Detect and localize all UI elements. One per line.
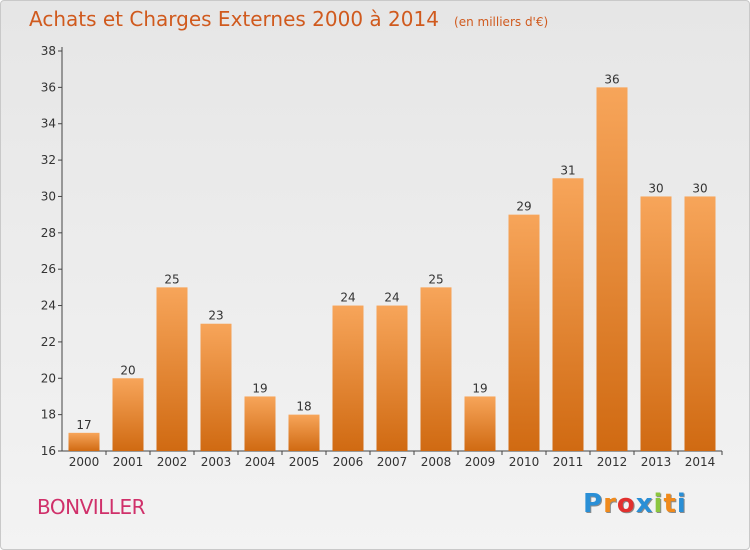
bar-2014 — [684, 196, 716, 451]
bar-2013 — [640, 196, 672, 451]
bar-2001 — [112, 378, 144, 451]
x-tick-label-2012: 2012 — [597, 455, 628, 469]
y-tick-label: 30 — [41, 189, 56, 203]
bar-2011 — [552, 178, 584, 452]
y-tick-label: 34 — [41, 117, 56, 131]
title-row: Achats et Charges Externes 2000 à 2014 (… — [29, 7, 548, 31]
value-label-2012: 36 — [604, 72, 619, 86]
y-tick-label: 36 — [41, 80, 56, 94]
x-tick-label-2009: 2009 — [465, 455, 496, 469]
y-tick-label: 22 — [41, 335, 56, 349]
proxiti-logo[interactable]: Proxiti — [583, 489, 687, 519]
x-tick-label-2013: 2013 — [641, 455, 672, 469]
logo-letter: r — [603, 489, 617, 519]
x-tick-label-2004: 2004 — [245, 455, 276, 469]
value-label-2001: 20 — [120, 363, 135, 377]
x-tick-label-2002: 2002 — [157, 455, 188, 469]
value-label-2011: 31 — [560, 163, 575, 177]
bar-2009 — [464, 396, 496, 451]
y-tick-label: 28 — [41, 226, 56, 240]
commune-name: BONVILLER — [37, 495, 145, 519]
chart-subtitle: (en milliers d'€) — [454, 15, 549, 29]
x-tick-label-2011: 2011 — [553, 455, 584, 469]
bar-2003 — [200, 323, 232, 451]
x-tick-label-2006: 2006 — [333, 455, 364, 469]
y-tick-label: 32 — [41, 153, 56, 167]
x-tick-label-2007: 2007 — [377, 455, 408, 469]
y-tick-label: 20 — [41, 371, 56, 385]
value-label-2004: 19 — [252, 381, 267, 395]
y-tick-label: 38 — [41, 44, 56, 58]
chart-title: Achats et Charges Externes 2000 à 2014 — [29, 7, 439, 31]
bar-2004 — [244, 396, 276, 451]
x-tick-label-2003: 2003 — [201, 455, 232, 469]
plot-area: 16 18 20 22 24 26 28 30 32 34 36 38 17 2000 20 2001 25 20… — [41, 44, 723, 469]
bar-2007 — [376, 305, 408, 451]
value-label-2007: 24 — [384, 291, 399, 305]
value-label-2014: 30 — [692, 181, 707, 195]
value-label-2002: 25 — [164, 272, 179, 286]
x-tick-label-2000: 2000 — [69, 455, 100, 469]
logo-letter: P — [583, 489, 604, 519]
bar-2012 — [596, 87, 628, 451]
x-tick-label-2005: 2005 — [289, 455, 320, 469]
y-tick-label: 18 — [41, 408, 56, 422]
logo-letter: x — [635, 489, 654, 519]
value-label-2003: 23 — [208, 309, 223, 323]
x-tick-label-2010: 2010 — [509, 455, 540, 469]
y-tick-label: 24 — [41, 299, 56, 313]
value-label-2005: 18 — [296, 400, 311, 414]
bar-2008 — [420, 287, 452, 451]
bar-2000 — [68, 432, 100, 451]
bar-2010 — [508, 214, 540, 451]
logo-letter: o — [616, 489, 636, 519]
logo-letter: t — [663, 489, 677, 519]
logo-letter: i — [653, 489, 664, 519]
value-label-2006: 24 — [340, 291, 355, 305]
y-tick-label: 16 — [41, 444, 56, 458]
x-tick-label-2001: 2001 — [113, 455, 144, 469]
bar-2006 — [332, 305, 364, 451]
bar-2005 — [288, 414, 320, 451]
x-tick-label-2008: 2008 — [421, 455, 452, 469]
value-label-2013: 30 — [648, 181, 663, 195]
value-label-2010: 29 — [516, 200, 531, 214]
bar-2002 — [156, 287, 188, 451]
value-label-2000: 17 — [76, 418, 91, 432]
value-label-2009: 19 — [472, 381, 487, 395]
logo-letter: i — [676, 489, 687, 519]
x-tick-label-2014: 2014 — [685, 455, 716, 469]
y-tick-label: 26 — [41, 262, 56, 276]
value-label-2008: 25 — [428, 272, 443, 286]
